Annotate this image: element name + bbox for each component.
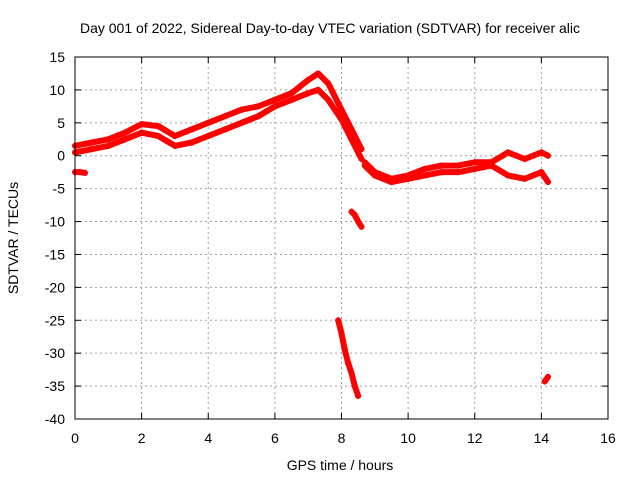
data-point-run: [538, 169, 552, 186]
data-point-run: [155, 132, 178, 149]
data-point-run: [488, 162, 512, 179]
data-point: [545, 152, 552, 159]
y-tick-label: 0: [57, 148, 65, 164]
axis-ticks: 0 2 4 6 8 10 12 14 16 15 10 5 0 -5 -10 -15 -20 -25 -30 -35 -…: [45, 49, 616, 446]
series-main-band-upper: [72, 70, 365, 153]
data-point-run: [121, 121, 145, 136]
x-tick-label: 0: [71, 430, 79, 446]
data-point: [545, 179, 552, 186]
data-point: [81, 169, 88, 176]
x-tick-label: 6: [271, 430, 279, 446]
x-tick-label: 2: [138, 430, 146, 446]
x-axis-label: GPS time / hours: [287, 457, 394, 473]
data-point-run: [488, 149, 512, 166]
y-tick-label: -20: [45, 279, 65, 295]
data-point-run: [325, 96, 345, 123]
data-point-run: [338, 106, 355, 133]
y-tick-label: -5: [53, 181, 66, 197]
y-tick-label: -25: [45, 312, 65, 328]
data-point: [358, 223, 365, 230]
x-tick-label: 8: [338, 430, 346, 446]
y-tick-label: -15: [45, 246, 65, 262]
x-tick-label: 16: [600, 430, 616, 446]
series-late-band-b: [361, 162, 552, 186]
x-tick-label: 12: [467, 430, 483, 446]
x-tick-label: 14: [534, 430, 550, 446]
series-segment-steep-drop: [335, 317, 362, 399]
data-points: [72, 70, 552, 399]
y-tick-label: 10: [49, 82, 65, 98]
grid: [75, 57, 608, 419]
data-point-run: [255, 103, 278, 120]
y-tick-label: -40: [45, 411, 65, 427]
data-point: [358, 156, 365, 163]
chart-title: Day 001 of 2022, Sidereal Day-to-day VTE…: [80, 20, 580, 36]
series-main-band-lower: [72, 86, 365, 163]
data-point-run: [155, 123, 178, 139]
y-axis-label: SDTVAR / TECUs: [5, 182, 21, 294]
data-point-run: [348, 126, 365, 153]
series-segment-isolated: [541, 373, 552, 385]
y-tick-label: 15: [49, 49, 65, 65]
data-point-run: [288, 77, 312, 97]
data-point-run: [338, 116, 355, 143]
y-tick-label: -30: [45, 345, 65, 361]
data-point: [355, 392, 362, 399]
x-tick-label: 4: [204, 430, 212, 446]
y-tick-label: 5: [57, 115, 65, 131]
data-point-run: [325, 80, 345, 113]
series-segment-minus-ten: [348, 208, 365, 230]
data-point: [545, 373, 552, 380]
series-initial-dip: [72, 169, 88, 176]
x-tick-label: 10: [400, 430, 416, 446]
y-tick-label: -35: [45, 378, 65, 394]
data-point-run: [348, 136, 365, 163]
y-tick-label: -10: [45, 214, 65, 230]
